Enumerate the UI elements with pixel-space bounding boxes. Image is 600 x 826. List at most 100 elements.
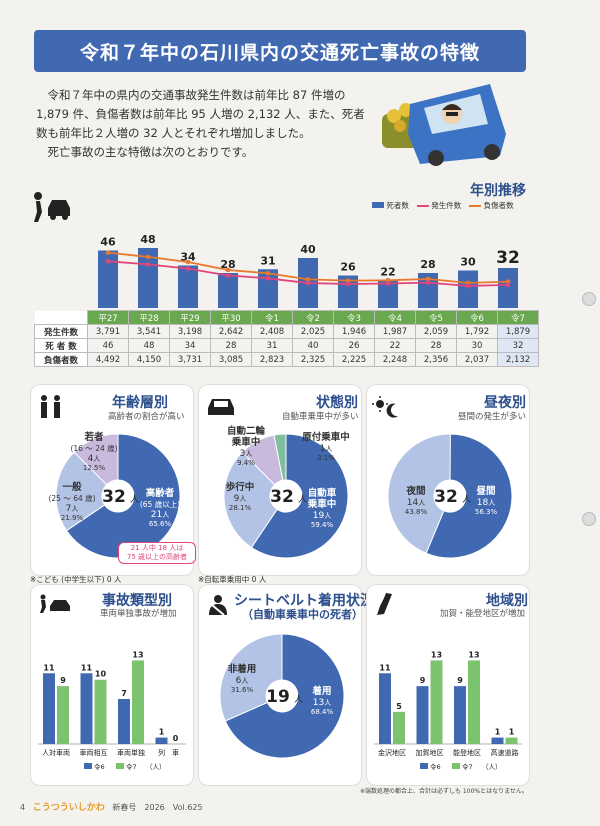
status-title: 状態別 [316, 395, 358, 411]
year-header: 令5 [415, 310, 457, 325]
table-cell: 3,731 [169, 352, 211, 367]
death-bar [418, 273, 438, 308]
legend-swatch-r7 [452, 763, 460, 769]
death-bar-label: 28 [420, 258, 435, 271]
donut-hole [266, 680, 298, 712]
yearly-legend: 死者数 発生件数 負傷者数 [372, 200, 514, 211]
slice-range: (65 歳以上) [140, 499, 180, 509]
donut-center-unit: 人 [298, 494, 307, 505]
donut-center-value: 32 [270, 487, 294, 507]
bar-r6 [454, 686, 466, 744]
year-header: 令7 [497, 310, 539, 325]
sun-moon-icon [372, 396, 398, 418]
pedestrian-car-icon [34, 192, 70, 222]
death-bar-label: 26 [340, 261, 356, 274]
donut-center-unit: 人 [462, 494, 471, 505]
table-cell: 3,791 [87, 324, 129, 339]
bar-r6 [118, 699, 130, 744]
slice-value: 18人 [477, 498, 495, 508]
slice-name: 原付乗車中 [302, 431, 350, 443]
slice-value: 14人 [407, 498, 425, 508]
table-cell: 2,025 [292, 324, 334, 339]
death-bar [378, 280, 398, 308]
table-cell: 2,132 [497, 352, 539, 367]
slice-name: 若者 [83, 431, 104, 443]
bar-label: 7 [121, 689, 127, 698]
slice-name: 自動車 [308, 487, 337, 499]
legend-accidents: 発生件数 [416, 200, 461, 211]
category-label: 車両単独 [117, 748, 145, 757]
bar-r6 [379, 673, 391, 744]
death-bar-label: 48 [140, 233, 155, 246]
accidents-point [305, 280, 311, 286]
slice-range: (16 ～ 24 歳) [70, 443, 117, 453]
bar-label: 11 [43, 663, 55, 672]
slice-name: 夜間 [405, 485, 425, 497]
bar-r7 [57, 686, 69, 744]
death-bar-label: 31 [260, 254, 275, 267]
accidents-point [225, 273, 231, 278]
table-cell: 31 [251, 338, 293, 353]
slice-percent: 21.9% [61, 514, 84, 522]
legend-label-r7: 令7 [462, 762, 473, 771]
car-icon [208, 399, 234, 415]
slice-percent: 65.6% [149, 520, 172, 528]
intro-paragraph-1: 令和７年中の県内の交通事故発生件数は前年比 87 件増の 1,879 件、負傷者… [36, 88, 365, 140]
legend-swatch-r7 [116, 763, 124, 769]
accidents-point [345, 281, 351, 287]
yearly-chart: 46 48 34 28 31 40 26 22 28 30 32 [98, 233, 520, 308]
injured-point [145, 254, 151, 260]
slice-percent: 31.6% [231, 686, 254, 694]
car-accident-illustration [382, 84, 506, 166]
table-cell: 48 [128, 338, 170, 353]
table-cell: 32 [497, 338, 539, 353]
accidents-point [425, 280, 431, 285]
table-cell: 28 [210, 338, 252, 353]
injured-point [105, 250, 111, 255]
death-bar [458, 270, 478, 308]
bar-r6 [43, 673, 55, 744]
slice-value: 6人 [236, 676, 249, 686]
category-label: 能登地区 [453, 748, 481, 757]
table-cell: 2,225 [333, 352, 375, 367]
slice-percent: 3.1% [317, 454, 335, 462]
type-title: 事故類型別 [102, 593, 172, 609]
slice-percent: 9.4% [237, 459, 255, 467]
table-cell: 2,325 [292, 352, 334, 367]
row-label-injured: 負傷者数 [34, 352, 88, 367]
legend-unit: （人） [146, 763, 166, 771]
table-cell: 30 [456, 338, 498, 353]
bar-label: 13 [132, 650, 143, 659]
injured-point [305, 277, 311, 282]
bar-r7 [430, 660, 443, 744]
death-bar-label: 28 [220, 258, 235, 271]
bar-label: 5 [396, 702, 402, 711]
category-label: 車両相互 [80, 748, 108, 757]
death-bar [498, 268, 518, 308]
region-title: 地域別 [486, 593, 528, 609]
category-label: 高速道路 [491, 748, 519, 757]
legend-swatch-r6 [84, 763, 92, 769]
slice-value: 4人 [88, 454, 101, 464]
bar-label: 9 [60, 676, 66, 685]
slice-name: 着用 [311, 685, 331, 697]
donut-center-unit: 人 [130, 494, 139, 505]
slice-range: (25 ～ 64 歳) [48, 493, 95, 503]
injured-point [185, 259, 191, 265]
bar-label: 13 [468, 650, 479, 659]
slice-value: 19人 [313, 511, 331, 521]
donut-center-unit: 人 [294, 694, 303, 705]
accidents-point [505, 282, 511, 288]
table-cell: 1,879 [497, 324, 539, 339]
people-icon [41, 395, 60, 418]
injured-point [425, 276, 431, 282]
table-cell: 2,037 [456, 352, 498, 367]
legend-label-r7: 令7 [126, 762, 137, 771]
slice-value: 21人 [151, 510, 169, 520]
donut-hole [270, 480, 302, 512]
pedestrian-car-small-icon [40, 594, 70, 613]
death-bar-label: 46 [100, 236, 116, 249]
